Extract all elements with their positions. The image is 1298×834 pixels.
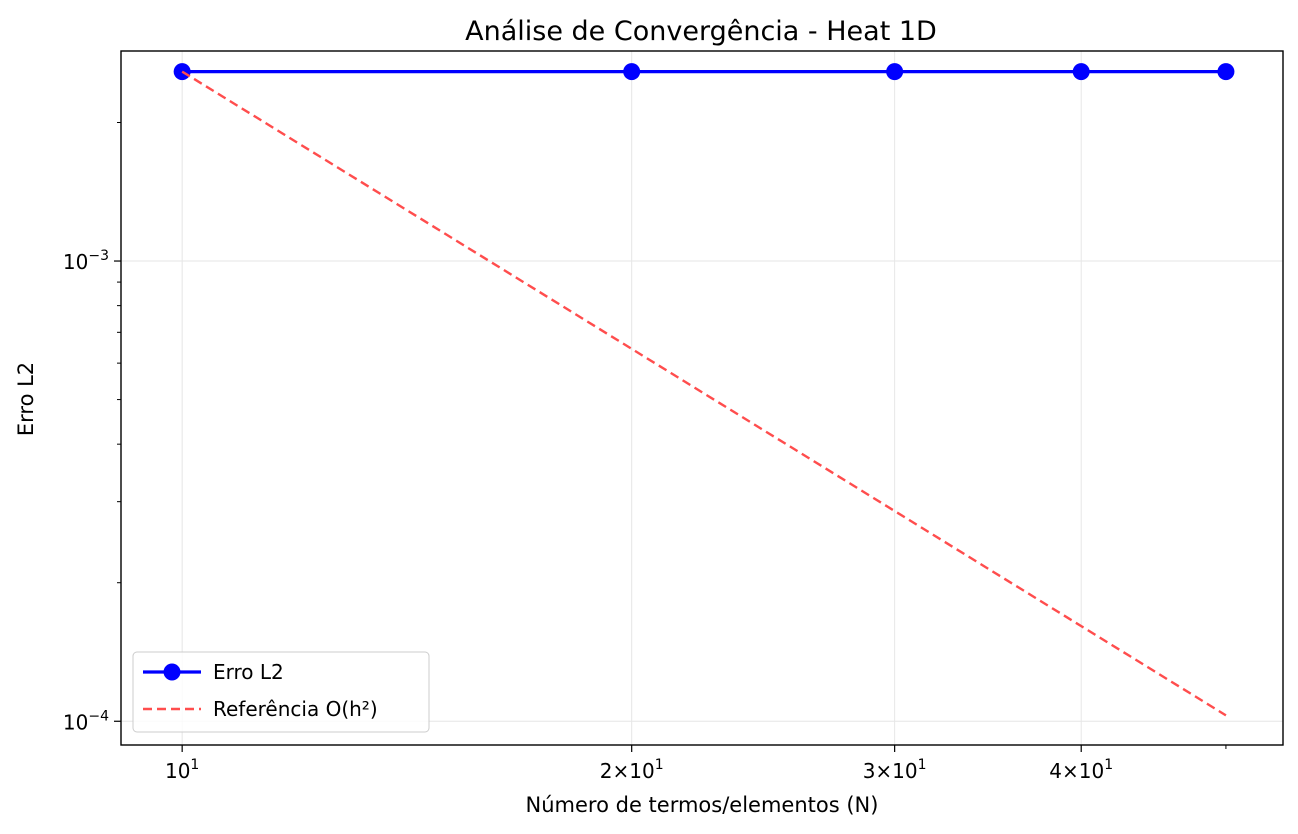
- data-point: [1217, 63, 1235, 81]
- series-line: [181, 70, 1227, 717]
- y-tick-label: 10−3: [63, 248, 109, 274]
- x-tick-label: 2×101: [600, 757, 664, 783]
- legend-box: [132, 651, 430, 733]
- x-tick-label: 101: [165, 757, 199, 783]
- y-tick-label: 10−4: [63, 708, 109, 734]
- legend: Erro L2 Referência O(h²): [132, 651, 430, 733]
- tick-layer: 101 2×101 3×101 4×101 10−4 10−3: [63, 121, 1227, 783]
- y-axis-label: Erro L2: [14, 362, 38, 436]
- plot-area: 101 2×101 3×101 4×101 10−4 10−3: [63, 50, 1284, 783]
- legend-label: Referência O(h²): [213, 697, 378, 721]
- x-tick-label: 3×101: [863, 757, 927, 783]
- series-layer: [173, 63, 1235, 717]
- plot-frame: [120, 50, 1284, 746]
- x-tick-label: 4×101: [1049, 757, 1113, 783]
- data-point: [623, 63, 641, 81]
- x-axis-label: Número de termos/elementos (N): [526, 793, 879, 817]
- grid-layer: [121, 51, 1283, 745]
- chart-title: Análise de Convergência - Heat 1D: [465, 16, 937, 47]
- legend-swatch-marker: [163, 663, 181, 681]
- data-point: [886, 63, 904, 81]
- legend-label: Erro L2: [213, 660, 284, 684]
- data-point: [1072, 63, 1090, 81]
